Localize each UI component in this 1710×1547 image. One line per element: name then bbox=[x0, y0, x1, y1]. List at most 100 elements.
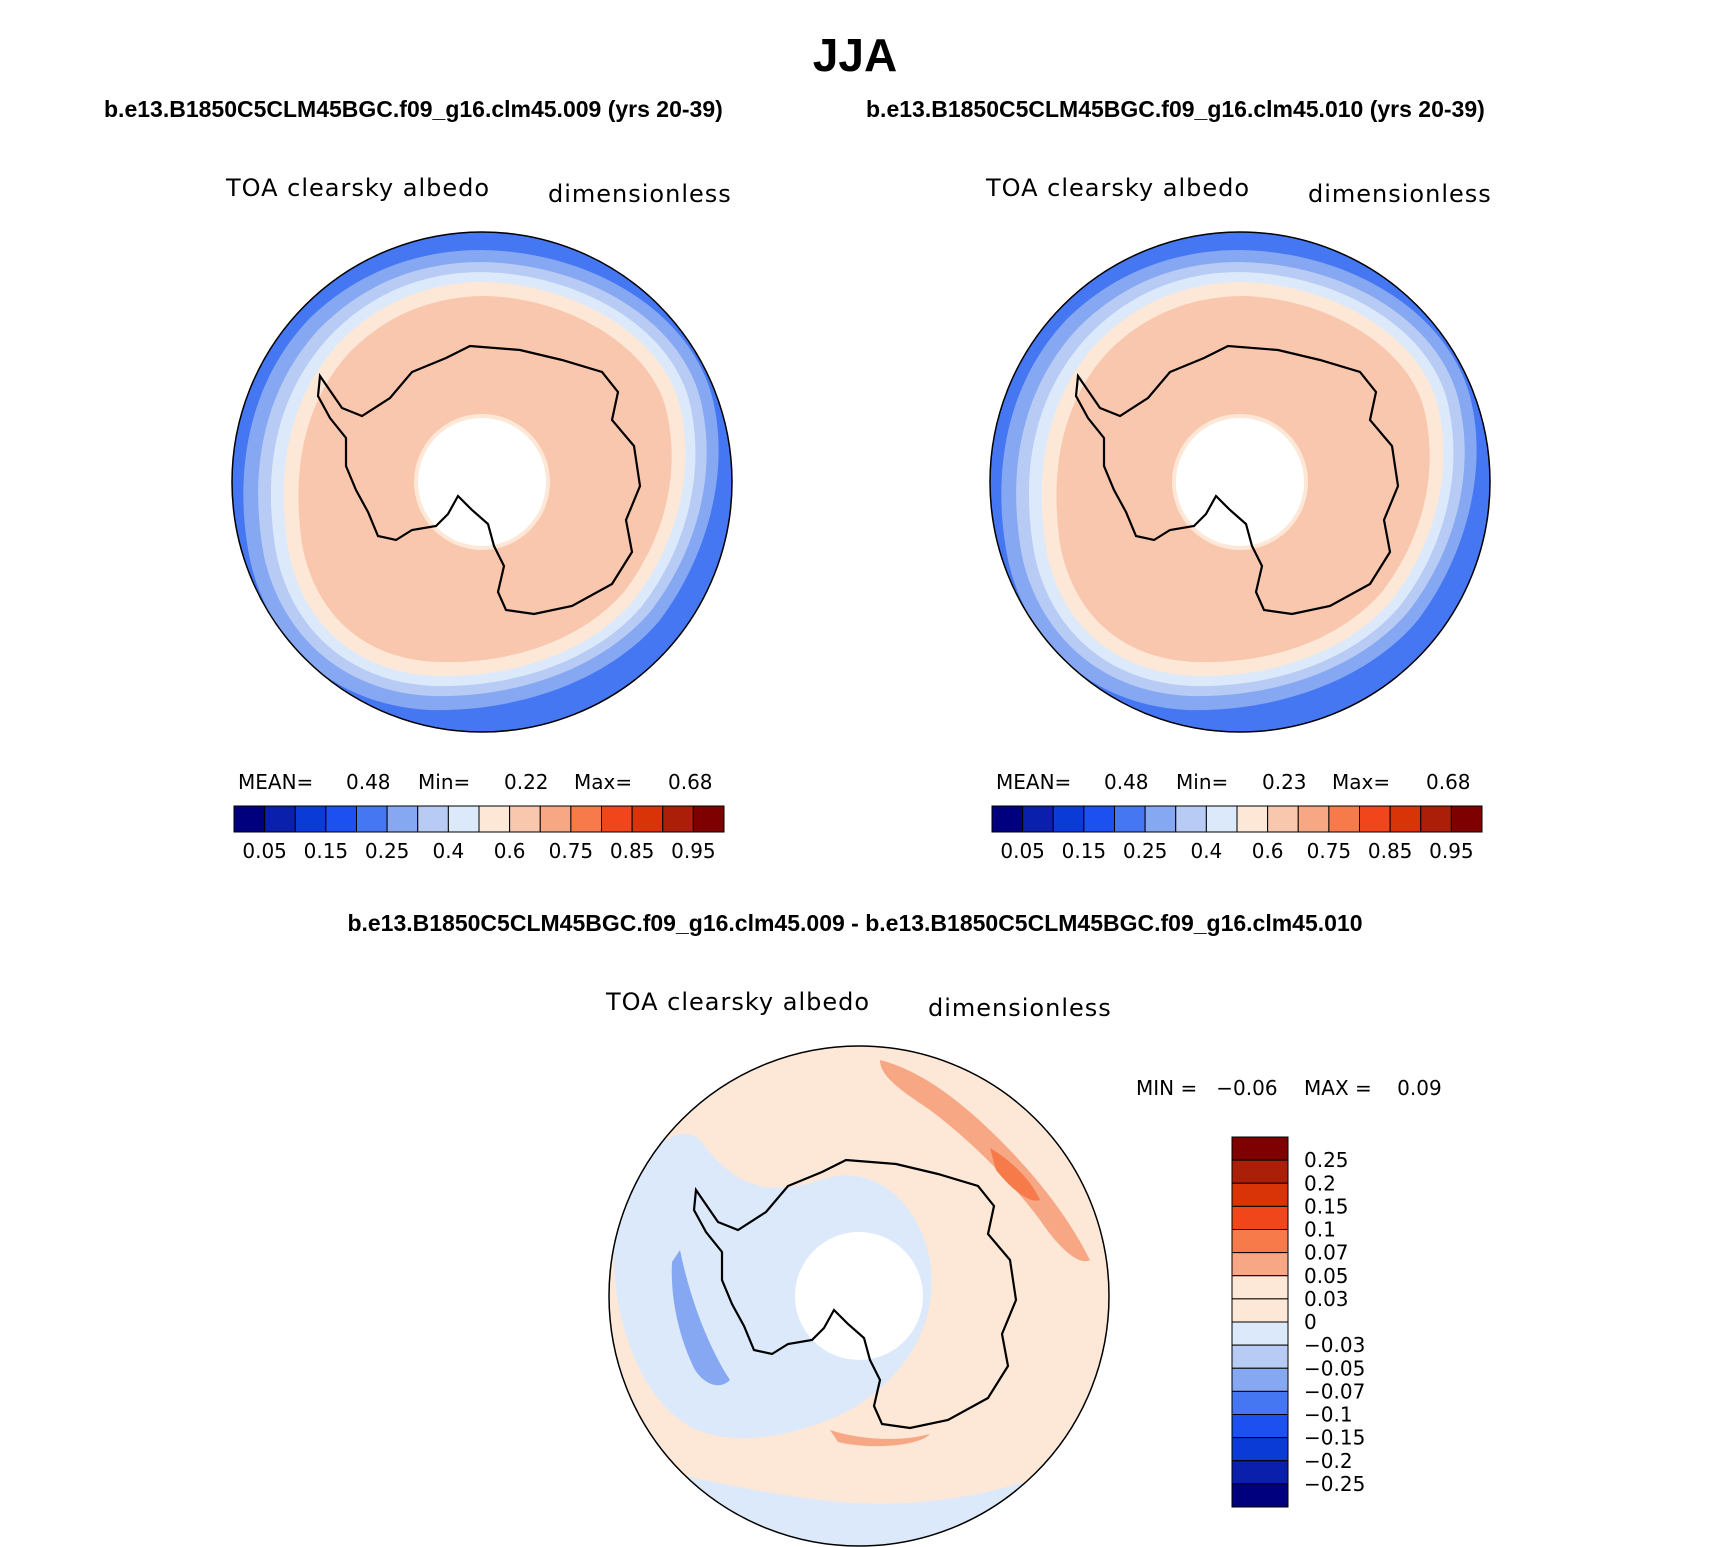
cbar3-colorbox bbox=[1231, 1414, 1289, 1439]
cbar3-colorbox bbox=[1231, 1460, 1289, 1485]
panel1-variable-label: TOA clearsky albedo bbox=[226, 174, 491, 202]
cbar1-colorbox bbox=[417, 805, 449, 833]
cbar3-colorbox bbox=[1231, 1483, 1289, 1508]
cbar2-tick-label: 0.05 bbox=[1000, 839, 1045, 863]
cbar2-colorbox bbox=[1359, 805, 1391, 833]
cbar3-colorbox bbox=[1231, 1182, 1289, 1207]
panel2-min-label: Min= bbox=[1176, 770, 1229, 794]
cbar1-tick-label: 0.4 bbox=[432, 839, 464, 863]
cbar2-colorbox bbox=[1297, 805, 1330, 833]
panel1-max-label: Max= bbox=[574, 770, 633, 794]
cbar2-colorbox bbox=[1420, 805, 1452, 833]
cbar3-tick-label: −0.2 bbox=[1304, 1449, 1353, 1473]
panel1-mean-label: MEAN= bbox=[238, 770, 314, 794]
cbar2-tick-label: 0.75 bbox=[1307, 839, 1352, 863]
panel1-units-label: dimensionless bbox=[548, 180, 732, 208]
cbar3-tick-label: 0.1 bbox=[1304, 1218, 1336, 1242]
diff-variable-label: TOA clearsky albedo bbox=[606, 988, 871, 1016]
map2-antarctica-coastline bbox=[1074, 344, 1400, 616]
cbar2-colorbox bbox=[1144, 805, 1177, 833]
diff-positive-streak bbox=[880, 1060, 1090, 1262]
case-title-left: b.e13.B1850C5CLM45BGC.f09_g16.clm45.009 … bbox=[104, 96, 723, 122]
cbar1-colorbox bbox=[478, 805, 511, 833]
cbar3-colorbox bbox=[1231, 1367, 1289, 1392]
cbar1-tick-label: 0.25 bbox=[365, 839, 410, 863]
map2-pole-hole bbox=[1176, 418, 1304, 546]
cbar3-tick-label: −0.25 bbox=[1304, 1472, 1365, 1496]
cbar3-tick-label: −0.07 bbox=[1304, 1379, 1365, 1403]
cbar1-tick-label: 0.6 bbox=[494, 839, 526, 863]
map1-antarctica-coastline bbox=[316, 344, 642, 616]
panel1-min-label: Min= bbox=[418, 770, 471, 794]
panel2-mean-value: 0.48 bbox=[1104, 770, 1149, 794]
cbar3-colorbox bbox=[1231, 1159, 1289, 1184]
cbar1-colorbox bbox=[264, 805, 296, 833]
cbar3-tick-label: −0.1 bbox=[1304, 1403, 1353, 1427]
map-panel-difference bbox=[609, 1046, 1109, 1546]
cbar1-colorbox bbox=[570, 805, 602, 833]
diff-pole-hole bbox=[795, 1232, 923, 1360]
diff-units-label: dimensionless bbox=[928, 994, 1112, 1022]
cbar3-colorbox bbox=[1231, 1298, 1289, 1323]
cbar3-colorbox bbox=[1231, 1321, 1289, 1346]
cbar2-colorbox bbox=[1175, 805, 1207, 833]
cbar1-colorbox bbox=[601, 805, 633, 833]
panel1-max-value: 0.68 bbox=[668, 770, 713, 794]
cbar1-tick-label: 0.05 bbox=[242, 839, 287, 863]
cbar3-tick-label: 0.05 bbox=[1304, 1264, 1349, 1288]
cbar2-colorbox bbox=[1052, 805, 1085, 833]
cbar2-colorbox bbox=[1389, 805, 1422, 833]
map-panel-2 bbox=[990, 232, 1490, 732]
cbar1-colorbox bbox=[539, 805, 572, 833]
cbar2-tick-label: 0.6 bbox=[1252, 839, 1284, 863]
cbar1-tick-label: 0.15 bbox=[304, 839, 349, 863]
cbar3-tick-label: 0.15 bbox=[1304, 1194, 1349, 1218]
cbar1-colorbox bbox=[662, 805, 694, 833]
cbar1-colorbox bbox=[325, 805, 357, 833]
cbar2-colorbox bbox=[1267, 805, 1299, 833]
panel2-max-value: 0.68 bbox=[1426, 770, 1471, 794]
cbar1-colorbox bbox=[356, 805, 388, 833]
panel1-mean-value: 0.48 bbox=[346, 770, 391, 794]
colorbar-panel-2: 0.05 0.15 0.25 0.4 0.6 0.75 0.85 0.95 bbox=[991, 805, 1483, 863]
cbar3-tick-label: 0.07 bbox=[1304, 1241, 1349, 1265]
diff-map-border bbox=[608, 1045, 1110, 1547]
cbar3-colorbox bbox=[1231, 1344, 1289, 1369]
cbar1-colorbox bbox=[386, 805, 419, 833]
cbar1-colorbox bbox=[294, 805, 327, 833]
diff-max-text: MAX = 0.09 bbox=[1304, 1076, 1442, 1100]
cbar1-colorbox bbox=[631, 805, 664, 833]
cbar1-colorbox bbox=[447, 805, 480, 833]
cbar2-colorbox bbox=[1236, 805, 1269, 833]
cbar3-colorbox bbox=[1231, 1229, 1289, 1254]
cbar3-colorbox bbox=[1231, 1252, 1289, 1277]
diff-positive-south-streak bbox=[830, 1430, 930, 1447]
panel2-max-label: Max= bbox=[1332, 770, 1391, 794]
cbar2-colorbox bbox=[1022, 805, 1054, 833]
cbar3-tick-label: 0.25 bbox=[1304, 1148, 1349, 1172]
cbar1-colorbox bbox=[692, 805, 725, 833]
panel2-mean-label: MEAN= bbox=[996, 770, 1072, 794]
cbar2-colorbox bbox=[1205, 805, 1238, 833]
cbar2-colorbox bbox=[1450, 805, 1483, 833]
cbar2-tick-label: 0.4 bbox=[1190, 839, 1222, 863]
panel2-variable-label: TOA clearsky albedo bbox=[986, 174, 1251, 202]
diff-min-text: MIN = −0.06 bbox=[1136, 1076, 1278, 1100]
cbar2-colorbox bbox=[1083, 805, 1115, 833]
panel1-min-value: 0.22 bbox=[504, 770, 549, 794]
cbar3-colorbox bbox=[1231, 1136, 1289, 1161]
cbar2-tick-label: 0.85 bbox=[1368, 839, 1413, 863]
cbar1-tick-label: 0.75 bbox=[549, 839, 594, 863]
cbar2-colorbox bbox=[1328, 805, 1360, 833]
map1-border bbox=[231, 231, 733, 733]
cbar3-tick-label: 0.03 bbox=[1304, 1287, 1349, 1311]
cbar3-colorbox bbox=[1231, 1275, 1289, 1300]
panel2-units-label: dimensionless bbox=[1308, 180, 1492, 208]
map2-border bbox=[989, 231, 1491, 733]
cbar1-tick-label: 0.85 bbox=[610, 839, 655, 863]
figure-title: JJA bbox=[812, 29, 898, 81]
diff-negative-streak bbox=[671, 1250, 730, 1386]
cbar2-colorbox bbox=[991, 805, 1024, 833]
map-panel-1 bbox=[232, 232, 732, 732]
